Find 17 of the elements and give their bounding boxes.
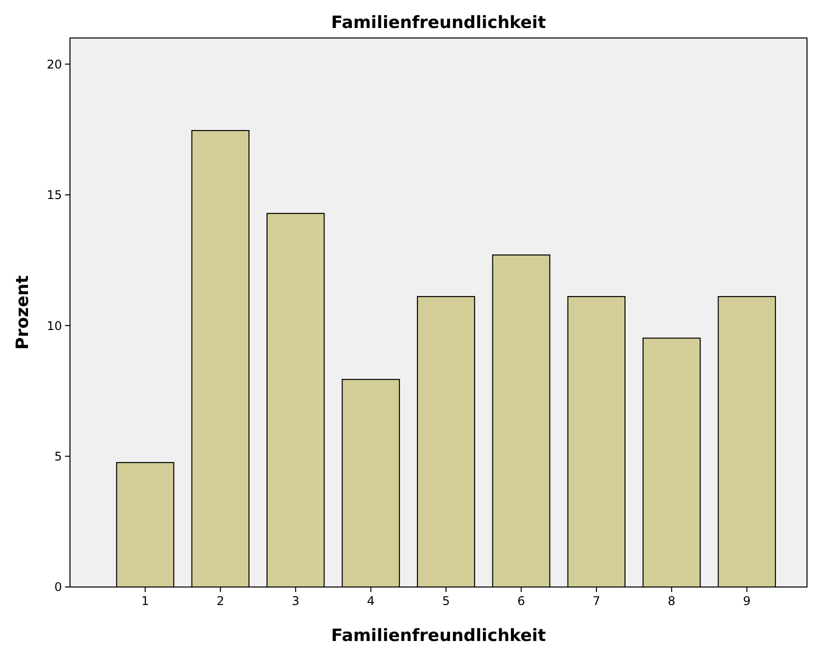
- x-tick-label: 1: [141, 594, 150, 608]
- x-axis-title: Familienfreundlichkeit: [331, 626, 546, 646]
- y-tick-label: 5: [54, 449, 62, 464]
- x-tick-label: 5: [442, 594, 450, 608]
- x-tick-label: 9: [743, 594, 751, 608]
- y-tick-label: 20: [46, 57, 62, 72]
- x-tick-label: 4: [366, 594, 375, 608]
- x-tick-label: 7: [592, 594, 600, 608]
- x-tick-label: 6: [517, 594, 526, 608]
- x-tick-label: 3: [292, 594, 300, 608]
- y-tick-label: 15: [46, 188, 62, 202]
- y-tick-label: 10: [46, 318, 62, 333]
- x-tick-label: 2: [216, 594, 224, 608]
- y-axis-title: Prozent: [13, 275, 33, 350]
- y-tick-label: 0: [54, 580, 62, 594]
- x-tick-label: 8: [668, 594, 676, 608]
- chart-title: Familienfreundlichkeit: [331, 13, 546, 33]
